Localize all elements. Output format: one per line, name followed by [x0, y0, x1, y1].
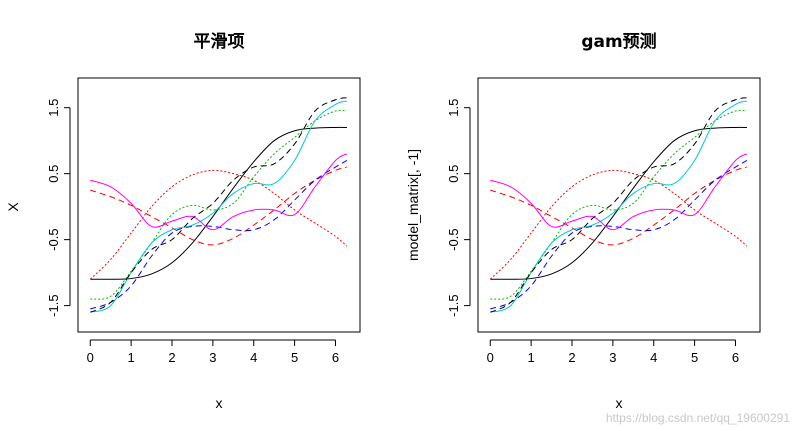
chart-title: 平滑项 — [194, 32, 245, 52]
x-axis: 0 1 2 3 4 5 6 — [87, 339, 339, 365]
y-tick-label: 1.5 — [446, 99, 461, 117]
series-line-2 — [90, 166, 348, 246]
x-tick-label: 2 — [568, 350, 575, 365]
series-line-8 — [90, 97, 348, 313]
x-tick-label: 0 — [487, 350, 494, 365]
series-line-4 — [90, 109, 347, 300]
x-tick-label: 6 — [332, 350, 339, 365]
y-tick-label: 1.5 — [46, 99, 61, 117]
x-tick-label: 0 — [87, 350, 94, 365]
y-tick-label: -1.5 — [46, 294, 61, 316]
series-line-6 — [490, 100, 748, 313]
plot-frame — [77, 77, 361, 333]
y-tick-label: -0.5 — [446, 228, 461, 250]
y-tick-label: -1.5 — [446, 294, 461, 316]
series-line-4 — [490, 109, 747, 300]
series-line-5 — [90, 160, 348, 310]
x-tick-label: 4 — [250, 350, 257, 365]
x-tick-label: 6 — [732, 350, 739, 365]
y-axis-label: X — [5, 202, 21, 212]
series-group — [489, 97, 748, 313]
series-line-8 — [490, 97, 748, 313]
watermark: https://blog.csdn.net/qq_19600291 — [605, 411, 790, 425]
series-line-1 — [490, 126, 747, 280]
x-tick-label: 3 — [209, 350, 216, 365]
series-line-3 — [89, 169, 348, 280]
x-tick-label: 1 — [128, 350, 135, 365]
series-line-5 — [490, 160, 748, 310]
series-line-7 — [90, 153, 348, 231]
panel-smooth-terms: 平滑项 x X 0 1 2 3 4 5 6 -1.5 -0.5 0.5 1.5 — [5, 32, 361, 411]
x-tick-label: 5 — [291, 350, 298, 365]
plot-frame — [477, 77, 761, 333]
y-tick-label: -0.5 — [46, 228, 61, 250]
series-line-2 — [490, 166, 748, 246]
series-group — [89, 97, 348, 313]
x-tick-label: 3 — [609, 350, 616, 365]
x-axis-label: x — [216, 395, 223, 411]
x-tick-label: 5 — [691, 350, 698, 365]
x-axis-label: x — [616, 395, 623, 411]
x-axis: 0 1 2 3 4 5 6 — [487, 339, 739, 365]
y-axis: -1.5 -0.5 0.5 1.5 — [446, 99, 471, 317]
chart-title: gam预测 — [581, 31, 656, 52]
x-tick-label: 2 — [168, 350, 175, 365]
series-line-1 — [90, 126, 347, 280]
y-axis: -1.5 -0.5 0.5 1.5 — [46, 99, 71, 317]
x-tick-label: 4 — [650, 350, 657, 365]
y-tick-label: 0.5 — [46, 165, 61, 183]
y-axis-label: model_matrix[, -1] — [405, 149, 421, 261]
series-line-7 — [490, 153, 748, 231]
x-tick-label: 1 — [528, 350, 535, 365]
series-line-6 — [90, 100, 348, 313]
series-line-3 — [489, 169, 748, 280]
y-tick-label: 0.5 — [446, 165, 461, 183]
